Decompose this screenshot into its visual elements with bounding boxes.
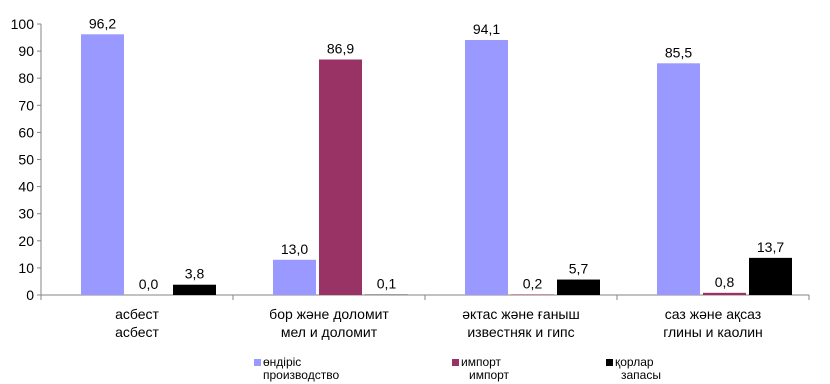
bar: [511, 294, 554, 295]
legend-swatch-import: [452, 359, 459, 366]
y-tick-label: 50: [18, 152, 34, 168]
legend-label-reserves-kk: қорлар: [615, 355, 654, 369]
legend-label-production-ru: производство: [263, 368, 340, 382]
x-tick-label-ru: асбест: [115, 324, 159, 340]
y-tick-label: 30: [18, 206, 34, 222]
x-tick-label-ru: известняк и гипс: [467, 324, 575, 340]
x-tick-label: асбест асбест: [47, 305, 227, 341]
legend-label-import-kk: импорт: [461, 355, 502, 369]
legend-swatch-production: [254, 359, 261, 366]
x-tick-label: бор және доломит мел и доломит: [239, 305, 419, 341]
x-tick-label-kk: бор және доломит: [269, 306, 389, 322]
data-label: 0,1: [377, 276, 397, 292]
y-tick-label: 10: [18, 260, 34, 276]
y-tick-label: 100: [11, 16, 35, 32]
data-label: 86,9: [327, 41, 354, 57]
bar: [749, 257, 792, 295]
legend-swatch-reserves: [606, 359, 613, 366]
x-tick-label-kk: әктас және ғаныш: [462, 306, 580, 322]
legend-label-reserves-ru: запасы: [621, 368, 661, 382]
data-label: 85,5: [665, 44, 692, 60]
y-tick-label: 40: [18, 179, 34, 195]
bar: [557, 279, 600, 295]
data-label: 0,0: [139, 276, 159, 292]
y-tick-label: 80: [18, 70, 34, 86]
data-label: 96,2: [89, 15, 116, 31]
bar: [81, 34, 124, 295]
bar: [273, 259, 316, 295]
data-label: 3,8: [185, 266, 205, 282]
data-label: 0,2: [523, 275, 543, 291]
bar: [319, 59, 362, 295]
bar: [465, 39, 508, 295]
bar: [703, 292, 746, 295]
x-tick-label-ru: глины и каолин: [663, 324, 763, 340]
legend-label-production-kk: өндіріс: [263, 355, 302, 369]
data-label: 5,7: [569, 261, 589, 277]
data-label: 13,7: [757, 239, 784, 255]
y-tick-label: 70: [18, 97, 34, 113]
x-tick-label: әктас және ғаныш известняк и гипс: [431, 305, 611, 341]
y-tick-label: 20: [18, 233, 34, 249]
legend-label-import-ru: импорт: [469, 368, 510, 382]
y-tick-label: 60: [18, 124, 34, 140]
legend-item-production: өндіріс производство: [254, 356, 339, 382]
x-tick-label-kk: асбест: [115, 306, 159, 322]
x-tick-label-kk: саз және ақсаз: [664, 306, 762, 322]
data-label: 13,0: [281, 241, 308, 257]
data-label: 0,8: [715, 274, 735, 290]
legend-item-reserves: қорлар запасы: [606, 356, 661, 382]
x-tick-label: саз және ақсаз глины и каолин: [623, 305, 803, 341]
y-tick-label: 0: [26, 287, 34, 303]
legend-item-import: импорт импорт: [452, 356, 509, 382]
x-tick-label-ru: мел и доломит: [280, 324, 378, 340]
y-tick-label: 90: [18, 43, 34, 59]
bar: [657, 63, 700, 295]
bar: [173, 284, 216, 295]
data-label: 94,1: [473, 21, 500, 37]
